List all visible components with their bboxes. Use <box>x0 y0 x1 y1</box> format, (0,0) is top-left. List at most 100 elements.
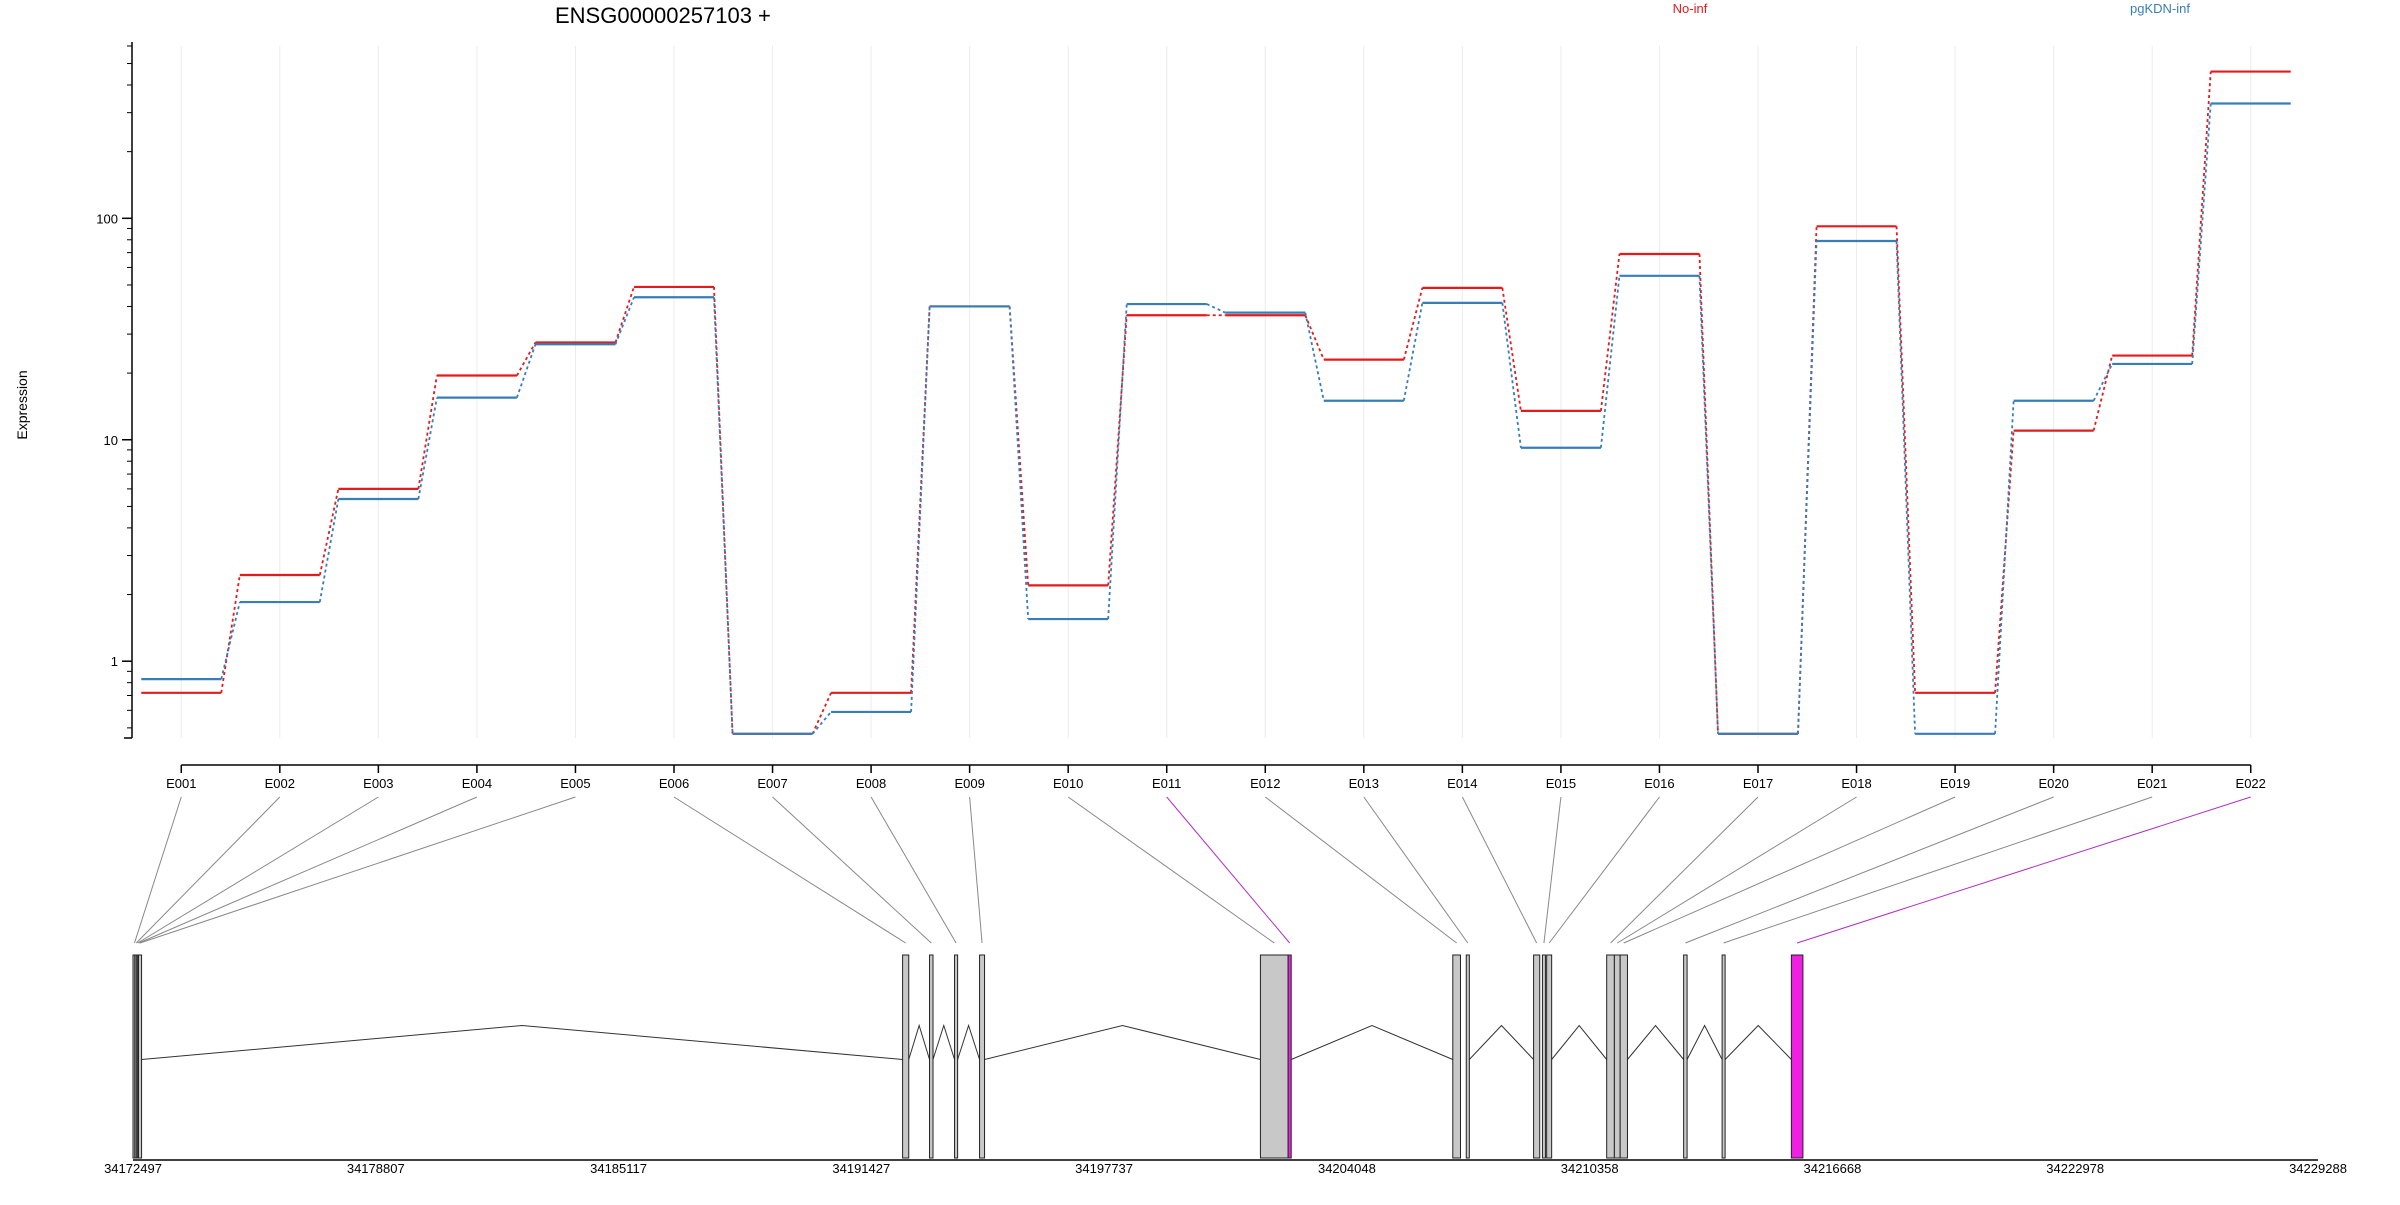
x-tick-label: E008 <box>856 776 886 791</box>
y-tick-label: 10 <box>104 433 118 448</box>
exon-box-e020 <box>1683 954 1688 1159</box>
exon-box-e021 <box>1721 954 1726 1159</box>
series-1-connector <box>1304 312 1325 401</box>
intron-line <box>1686 1024 1723 1060</box>
y-tick-label: 1 <box>111 654 118 669</box>
genomic-tick-label: 34229288 <box>2289 1161 2347 1176</box>
genomic-tick-label: 34178807 <box>347 1161 405 1176</box>
x-tick-label: E020 <box>2038 776 2068 791</box>
exon-box-e019 <box>1619 954 1628 1159</box>
x-tick-label: E003 <box>363 776 393 791</box>
intron-line <box>1724 1024 1792 1060</box>
exon-mapping-line <box>1623 796 1956 944</box>
series-1-connector <box>1402 302 1424 401</box>
x-tick-label: E007 <box>757 776 787 791</box>
exon-mapping-line <box>870 796 957 944</box>
series-1-connector <box>2191 103 2212 364</box>
exon-mapping-line <box>969 796 983 944</box>
series-1-connector <box>220 601 241 680</box>
x-tick-label: E012 <box>1250 776 1280 791</box>
x-tick-label: E018 <box>1841 776 1871 791</box>
series-1-connector <box>2092 363 2113 402</box>
exon-mapping-line <box>1461 796 1538 944</box>
x-tick-label: E013 <box>1349 776 1379 791</box>
exon-mapping-line <box>1543 796 1562 944</box>
gene-model <box>132 954 1804 1159</box>
x-tick-label: E006 <box>659 776 689 791</box>
exon-mapping-line <box>772 796 932 944</box>
x-tick-label: E002 <box>265 776 295 791</box>
intron-line <box>1468 1024 1534 1060</box>
series-1-connector <box>318 498 340 603</box>
exon-mapping-line <box>137 796 379 944</box>
series-1-connector <box>516 343 537 398</box>
x-tick-label: E010 <box>1053 776 1083 791</box>
series-1-connector <box>1895 240 1916 734</box>
exon-box-e016 <box>1546 954 1553 1159</box>
series-1-connector <box>1797 240 1818 734</box>
series-1-connector <box>417 397 438 500</box>
exon-mapping-line <box>139 796 576 944</box>
exon-box-e009 <box>979 954 986 1159</box>
series-0-connector <box>1402 287 1424 360</box>
legend-item: No-inf <box>1673 1 1708 16</box>
x-tick-label: E014 <box>1447 776 1477 791</box>
exon-box-e012 <box>1452 954 1461 1159</box>
series-1-connector <box>1698 275 1719 734</box>
exon-mapping-line <box>1363 796 1469 944</box>
exon-box-e011 <box>1287 954 1292 1159</box>
legend-item: pgKDN-inf <box>2130 1 2190 16</box>
series-1-connector <box>713 297 734 734</box>
x-tick-label: E016 <box>1644 776 1674 791</box>
exon-box-e008 <box>954 954 959 1159</box>
series-0-connector <box>1008 306 1030 586</box>
x-tick-label: E015 <box>1546 776 1576 791</box>
x-tick-label: E019 <box>1940 776 1970 791</box>
x-tick-label: E021 <box>2137 776 2167 791</box>
gridlines <box>180 46 2252 738</box>
x-tick-label: E001 <box>166 776 196 791</box>
exon-box-e018 <box>1613 954 1621 1159</box>
exon-mapping-line <box>1796 796 2251 944</box>
y-tick-label: 100 <box>96 211 118 226</box>
genomic-tick-label: 34222978 <box>2046 1161 2104 1176</box>
exon-box-e010 <box>1259 954 1289 1159</box>
series-1-connector <box>1501 302 1522 448</box>
genomic-tick-label: 34197737 <box>1075 1161 1133 1176</box>
series-1-connector <box>1600 275 1621 448</box>
series-0-connector <box>811 692 832 735</box>
series-1-connector <box>1008 306 1030 620</box>
intron-line <box>957 1023 981 1060</box>
exon-mapping-line <box>1166 796 1291 944</box>
series-0-connector <box>614 286 635 343</box>
intron-line <box>932 1023 956 1060</box>
genomic-tick-label: 34210358 <box>1561 1161 1619 1176</box>
series-0-connector <box>318 488 340 576</box>
series-1-connector <box>811 711 832 735</box>
series-0-connector <box>220 574 241 693</box>
exon-box-e022 <box>1790 954 1804 1159</box>
x-tick-label: E004 <box>462 776 492 791</box>
exon-mapping-line <box>673 796 906 944</box>
exon-mapping-line <box>1548 796 1660 944</box>
series-1-connector <box>1206 303 1226 314</box>
axes: 1 10 100 E001 E002 E003 E004 E005 E006 E007 E008 E0… <box>96 42 2347 1176</box>
exon-box-e013 <box>1465 954 1470 1159</box>
intron-line <box>984 1024 1261 1060</box>
intron-line <box>1291 1024 1453 1060</box>
exon-box-e014 <box>1533 954 1541 1159</box>
exon-mapping-line <box>138 796 478 944</box>
series-0-connector <box>1304 314 1325 361</box>
series-1-connector <box>1994 400 2015 734</box>
x-tick-label: E009 <box>954 776 984 791</box>
intron-line <box>1627 1024 1685 1060</box>
series-0-connector <box>1501 287 1522 412</box>
legend: No-inf pgKDN-inf <box>1673 1 2191 16</box>
exon-mapping-line <box>1610 796 1759 944</box>
exon-box-e015 <box>1541 954 1546 1159</box>
intron-line <box>908 1023 931 1060</box>
series-0-connector <box>1994 430 2015 693</box>
exon-box-e007 <box>929 954 934 1159</box>
